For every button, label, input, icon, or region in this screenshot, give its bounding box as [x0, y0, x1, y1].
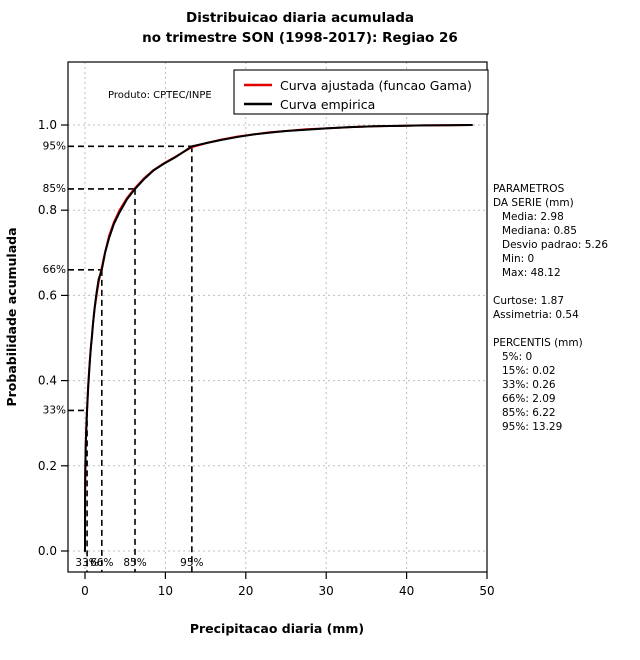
- y-tick-label: 0.2: [38, 459, 57, 473]
- percentil-5: 5%: 0: [502, 351, 532, 363]
- produto-annotation: Produto: CPTEC/INPE: [108, 90, 212, 101]
- params-heading-line-1: PARAMETROS: [493, 183, 565, 195]
- chart-title-line-2: no trimestre SON (1998-2017): Regiao 26: [142, 30, 458, 46]
- param-max: Max: 48.12: [502, 267, 561, 279]
- percentile-label-x: 95%: [180, 557, 203, 569]
- percentis-heading: PERCENTIS (mm): [493, 337, 583, 349]
- y-tick-label: 0.6: [38, 288, 57, 302]
- param-min: Min: 0: [502, 253, 534, 265]
- params-heading-line-2: DA SERIE (mm): [493, 197, 574, 209]
- stat-assimetria: Assimetria: 0.54: [493, 309, 579, 321]
- axis-ticks: [61, 124, 488, 579]
- y-tick-label: 0.8: [38, 203, 57, 217]
- percentile-label-x: 66%: [90, 557, 113, 569]
- param-desvio-padrao: Desvio padrao: 5.26: [502, 239, 608, 251]
- chart-legend: Curva ajustada (funcao Gama) Curva empir…: [233, 69, 489, 115]
- percentil-15: 15%: 0.02: [502, 365, 556, 377]
- x-axis-label: Precipitacao diaria (mm): [190, 621, 364, 636]
- param-media: Media: 2.98: [502, 211, 564, 223]
- percentile-label-y: 95%: [43, 140, 66, 152]
- y-axis-label: Probabilidade acumulada: [4, 227, 19, 406]
- percentil-33: 33%: 0.26: [502, 379, 556, 391]
- percentile-leader-lines: [68, 145, 193, 572]
- statistics-sidebar: PARAMETROS DA SERIE (mm) Media: 2.98 Med…: [493, 183, 608, 433]
- percentile-label-x: 33%: [75, 557, 98, 569]
- chart-curves: [84, 124, 473, 552]
- x-tick-label: 40: [399, 584, 414, 598]
- percentile-label-y: 85%: [43, 183, 66, 195]
- percentile-label-y: 33%: [43, 404, 66, 416]
- y-tick-label: 1.0: [38, 118, 57, 132]
- percentile-label-y: 66%: [43, 264, 66, 276]
- plot-area-border: [67, 61, 488, 573]
- x-tick-label: 10: [158, 584, 173, 598]
- x-tick-label: 20: [238, 584, 253, 598]
- legend-box: [233, 69, 489, 115]
- percentile-label-x: 85%: [123, 557, 146, 569]
- chart-title-line-1: Distribuicao diaria acumulada: [186, 10, 414, 26]
- stat-curtose: Curtose: 1.87: [493, 295, 564, 307]
- percentil-66: 66%: 2.09: [502, 393, 556, 405]
- percentile-labels: 33%33%66%66%85%85%95%95%: [43, 140, 204, 569]
- y-tick-label: 0.0: [38, 544, 57, 558]
- x-tick-label: 50: [479, 584, 494, 598]
- legend-label-curva-empirica: Curva empirica: [280, 97, 375, 112]
- x-tick-label: 30: [319, 584, 334, 598]
- y-tick-label: 0.4: [38, 374, 57, 388]
- percentil-85: 85%: 6.22: [502, 407, 556, 419]
- param-mediana: Mediana: 0.85: [502, 225, 577, 237]
- percentil-95: 95%: 13.29: [502, 421, 562, 433]
- axis-tick-labels: 0 10 20 30 40 50 0.0 0.2 0.4 0.6 0.8 1.0: [38, 118, 495, 598]
- legend-label-curva-ajustada: Curva ajustada (funcao Gama): [280, 78, 472, 93]
- x-tick-label: 0: [81, 584, 89, 598]
- curve-empirical: [84, 124, 473, 552]
